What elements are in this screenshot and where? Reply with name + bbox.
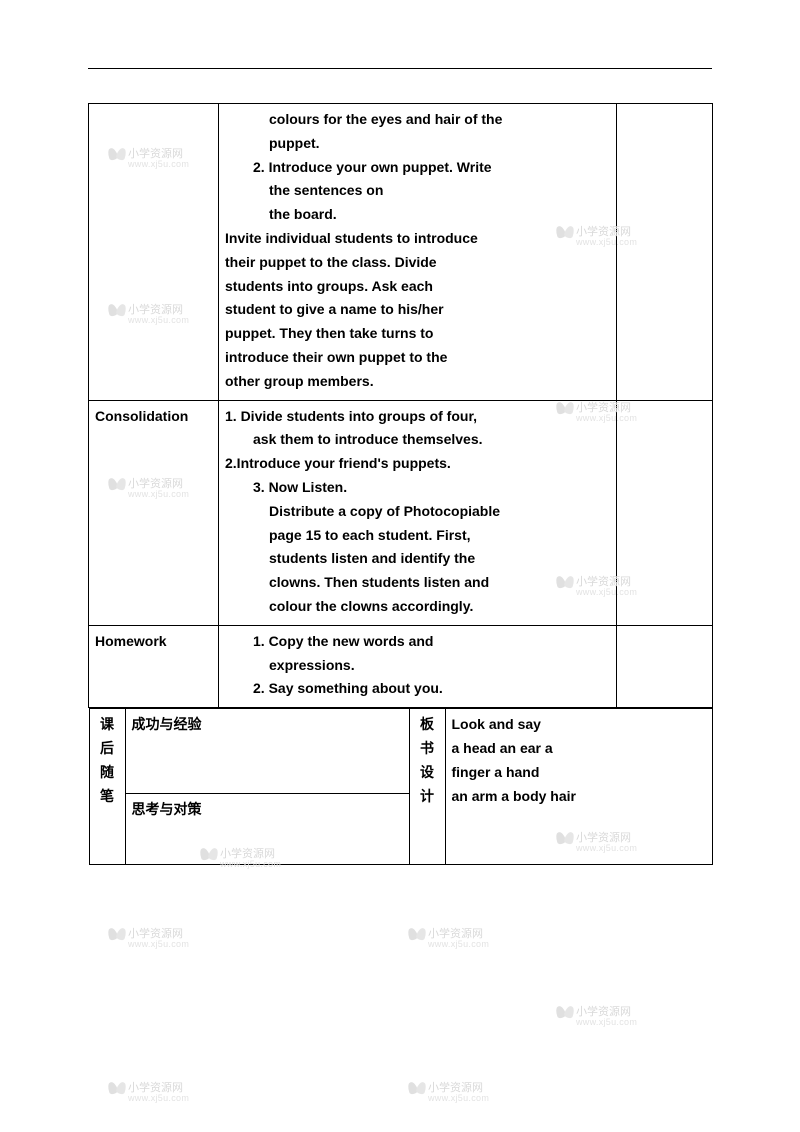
content-line: colours for the eyes and hair of the (225, 108, 610, 132)
content-line: 2. Say something about you. (225, 677, 610, 701)
watermark: 小学资源网www.xj5u.com (408, 1082, 489, 1104)
bottom-left-vertical-label: 课后随笔 (89, 709, 125, 865)
content-line: 2.Introduce your friend's puppets. (225, 452, 610, 476)
row3-label-cell: Homework (89, 625, 219, 707)
board-design-line: Look and say (452, 713, 706, 737)
row2-content-cell: 1. Divide students into groups of four,a… (219, 400, 617, 625)
content-line: other group members. (225, 370, 610, 394)
content-line: students into groups. Ask each (225, 275, 610, 299)
watermark: 小学资源网www.xj5u.com (108, 1082, 189, 1104)
board-design-line: a head an ear a (452, 737, 706, 761)
vertical-char: 后 (96, 737, 119, 761)
content-line: student to give a name to his/her (225, 298, 610, 322)
leaf-icon (408, 928, 426, 940)
content-line: puppet. (225, 132, 610, 156)
watermark-line2: www.xj5u.com (128, 1094, 189, 1104)
row1-right-cell (617, 104, 713, 401)
content-line: Invite individual students to introduce (225, 227, 610, 251)
watermark-line1: 小学资源网 (128, 1082, 183, 1094)
row2-right-cell (617, 400, 713, 625)
bottom-mid-vertical-label: 板书设计 (409, 709, 445, 865)
watermark: 小学资源网www.xj5u.com (408, 928, 489, 950)
leaf-icon (408, 1082, 426, 1094)
row2-label-cell: Consolidation (89, 400, 219, 625)
vertical-char: 板 (416, 713, 439, 737)
content-line: 2. Introduce your own puppet. Write (225, 156, 610, 180)
table-row: Consolidation 1. Divide students into gr… (89, 400, 713, 625)
content-line: puppet. They then take turns to (225, 322, 610, 346)
watermark-line1: 小学资源网 (428, 1082, 483, 1094)
lesson-plan-table: colours for the eyes and hair of thepupp… (88, 103, 713, 865)
content-line: page 15 to each student. First, (225, 524, 610, 548)
vertical-char: 书 (416, 737, 439, 761)
watermark-line1: 小学资源网 (576, 1006, 631, 1018)
watermark-line2: www.xj5u.com (128, 940, 189, 950)
bottom-sub2-cell: 思考与对策 (125, 794, 409, 865)
leaf-icon (556, 1006, 574, 1018)
watermark: 小学资源网www.xj5u.com (108, 928, 189, 950)
leaf-icon (108, 928, 126, 940)
content-line: expressions. (225, 654, 610, 678)
content-line: colour the clowns accordingly. (225, 595, 610, 619)
row3-content-cell: 1. Copy the new words andexpressions.2. … (219, 625, 617, 707)
content-line: the board. (225, 203, 610, 227)
content-line: students listen and identify the (225, 547, 610, 571)
bottom-sub2-label: 思考与对策 (132, 801, 202, 817)
watermark: 小学资源网www.xj5u.com (556, 1006, 637, 1028)
content-line: 3. Now Listen. (225, 476, 610, 500)
vertical-char: 笔 (96, 785, 119, 809)
board-design-line: an arm a body hair (452, 785, 706, 809)
content-line: introduce their own puppet to the (225, 346, 610, 370)
row1-content-cell: colours for the eyes and hair of thepupp… (219, 104, 617, 401)
content-line: Distribute a copy of Photocopiable (225, 500, 610, 524)
watermark-line1: 小学资源网 (428, 928, 483, 940)
leaf-icon (108, 1082, 126, 1094)
table-row: Homework 1. Copy the new words andexpres… (89, 625, 713, 707)
board-design-line: finger a hand (452, 761, 706, 785)
content-line: their puppet to the class. Divide (225, 251, 610, 275)
page-container: colours for the eyes and hair of thepupp… (0, 0, 800, 1132)
bottom-right-cell: Look and saya head an ear afinger a hand… (445, 709, 712, 865)
row3-right-cell (617, 625, 713, 707)
row1-label-cell (89, 104, 219, 401)
watermark-line2: www.xj5u.com (428, 1094, 489, 1104)
vertical-char: 设 (416, 761, 439, 785)
bottom-inner-table: 课后随笔 成功与经验 板书设计 Look and saya head an ea… (89, 708, 713, 865)
content-line: 1. Divide students into groups of four, (225, 405, 610, 429)
content-line: ask them to introduce themselves. (225, 428, 610, 452)
vertical-char: 计 (416, 785, 439, 809)
bottom-sub1-label: 成功与经验 (132, 716, 202, 732)
watermark-line2: www.xj5u.com (576, 1018, 637, 1028)
content-line: clowns. Then students listen and (225, 571, 610, 595)
vertical-char: 随 (96, 761, 119, 785)
vertical-char: 课 (96, 713, 119, 737)
top-horizontal-rule (88, 68, 712, 69)
watermark-line1: 小学资源网 (128, 928, 183, 940)
content-line: the sentences on (225, 179, 610, 203)
content-line: 1. Copy the new words and (225, 630, 610, 654)
watermark-line2: www.xj5u.com (428, 940, 489, 950)
bottom-sub1-cell: 成功与经验 (125, 709, 409, 794)
table-row: colours for the eyes and hair of thepupp… (89, 104, 713, 401)
table-row-bottom: 课后随笔 成功与经验 板书设计 Look and saya head an ea… (89, 708, 713, 866)
